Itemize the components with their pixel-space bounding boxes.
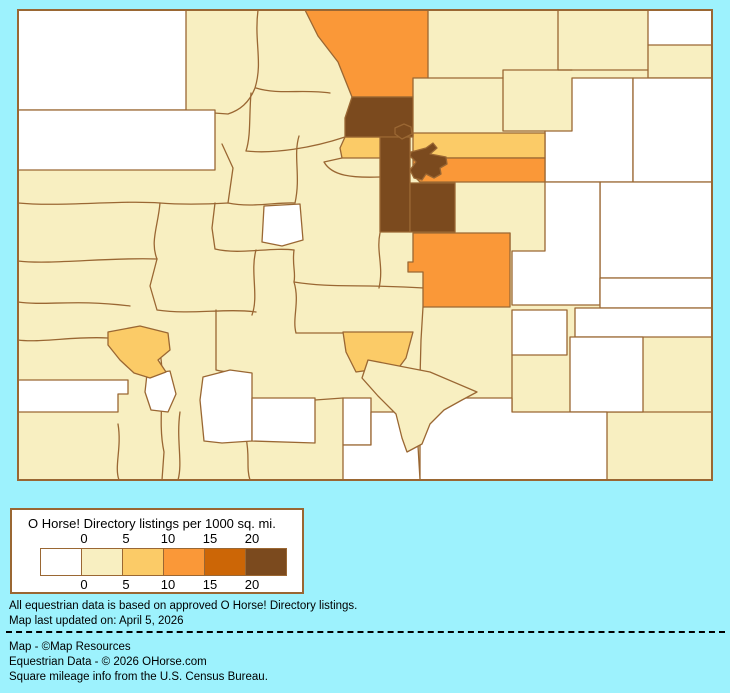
county-ouray [107, 325, 171, 379]
county-border-line [17, 258, 158, 263]
colorado-map [17, 9, 713, 481]
legend-ticks-bottom: 0 5 10 15 20 [12, 577, 302, 592]
legend-swatch-0 [40, 548, 82, 576]
county-border-line [177, 411, 181, 481]
county-border-line [153, 202, 161, 260]
county-border-line [116, 423, 120, 481]
legend-tick: 0 [80, 531, 88, 546]
footnote-data-source: All equestrian data is based on approved… [9, 600, 358, 612]
legend-tick: 0 [80, 577, 88, 592]
county-alamosa [342, 397, 372, 446]
county-lincoln [511, 181, 601, 306]
county-border-line [314, 397, 344, 401]
county-border-line [378, 232, 382, 289]
county-border-line [419, 306, 424, 379]
county-dolores [17, 379, 129, 413]
county-moffat [17, 9, 187, 111]
county-border-line [245, 437, 251, 481]
county-border-line [17, 337, 109, 342]
county-border-line [294, 135, 300, 204]
county-denver [409, 142, 448, 181]
county-mineral [199, 369, 253, 444]
legend-tick: 20 [244, 531, 260, 546]
county-border-line [323, 157, 381, 178]
county-crowley [511, 309, 568, 356]
county-san-juan [144, 370, 177, 413]
county-border-line [149, 258, 257, 313]
county-border-line [185, 9, 260, 115]
county-border-line [292, 249, 425, 289]
legend-tick: 5 [122, 577, 130, 592]
credit-equestrian-data: Equestrian Data - © 2026 OHorse.com [9, 656, 207, 668]
county-rio-blanco [17, 109, 216, 171]
legend-swatch-20+ [245, 548, 287, 576]
county-yuma [632, 77, 713, 183]
legend-tick: 15 [202, 531, 218, 546]
county-kiowa [574, 307, 713, 338]
legend-tick: 20 [244, 577, 260, 592]
county-douglas [409, 182, 456, 233]
credit-map-resources: Map - ©Map Resources [9, 641, 131, 653]
legend-ticks-top: 0 5 10 15 20 [12, 531, 302, 546]
dashed-separator [6, 631, 725, 633]
legend-tick: 10 [160, 577, 176, 592]
legend-tick: 5 [122, 531, 130, 546]
footnote-last-updated: Map last updated on: April 5, 2026 [9, 615, 184, 627]
legend-swatch-10-15 [163, 548, 205, 576]
county-border-line [227, 202, 296, 206]
county-bent [569, 336, 644, 413]
county-border-line [245, 92, 346, 153]
county-border-line [17, 201, 229, 205]
county-sedgwick [647, 9, 713, 46]
county-border-line [221, 143, 234, 204]
county-border-line [251, 249, 257, 316]
county-kit-carson [599, 181, 713, 279]
legend-box: O Horse! Directory listings per 1000 sq.… [10, 508, 304, 594]
state-outline-top [17, 9, 713, 481]
county-el-paso [407, 232, 511, 308]
legend-tick: 10 [160, 531, 176, 546]
county-border-line [293, 281, 297, 334]
county-border-line [502, 69, 573, 132]
county-border-line [255, 87, 331, 94]
legend-swatch-5-10 [122, 548, 164, 576]
county-lake [261, 203, 304, 247]
county-gilpin [339, 136, 385, 159]
county-border-line [17, 301, 131, 307]
county-rio-grande [251, 397, 316, 444]
county-huerfano [361, 359, 478, 453]
county-broomfield [394, 123, 413, 140]
county-cheyenne [599, 277, 713, 309]
county-jefferson [379, 136, 411, 233]
legend-tick: 15 [202, 577, 218, 592]
legend-swatch-0-5 [81, 548, 123, 576]
legend-swatch-15-20 [204, 548, 246, 576]
county-border-line [211, 202, 295, 252]
legend-swatches [40, 548, 292, 576]
legend-title: O Horse! Directory listings per 1000 sq.… [28, 516, 276, 531]
credit-census-bureau: Square mileage info from the U.S. Census… [9, 671, 268, 683]
